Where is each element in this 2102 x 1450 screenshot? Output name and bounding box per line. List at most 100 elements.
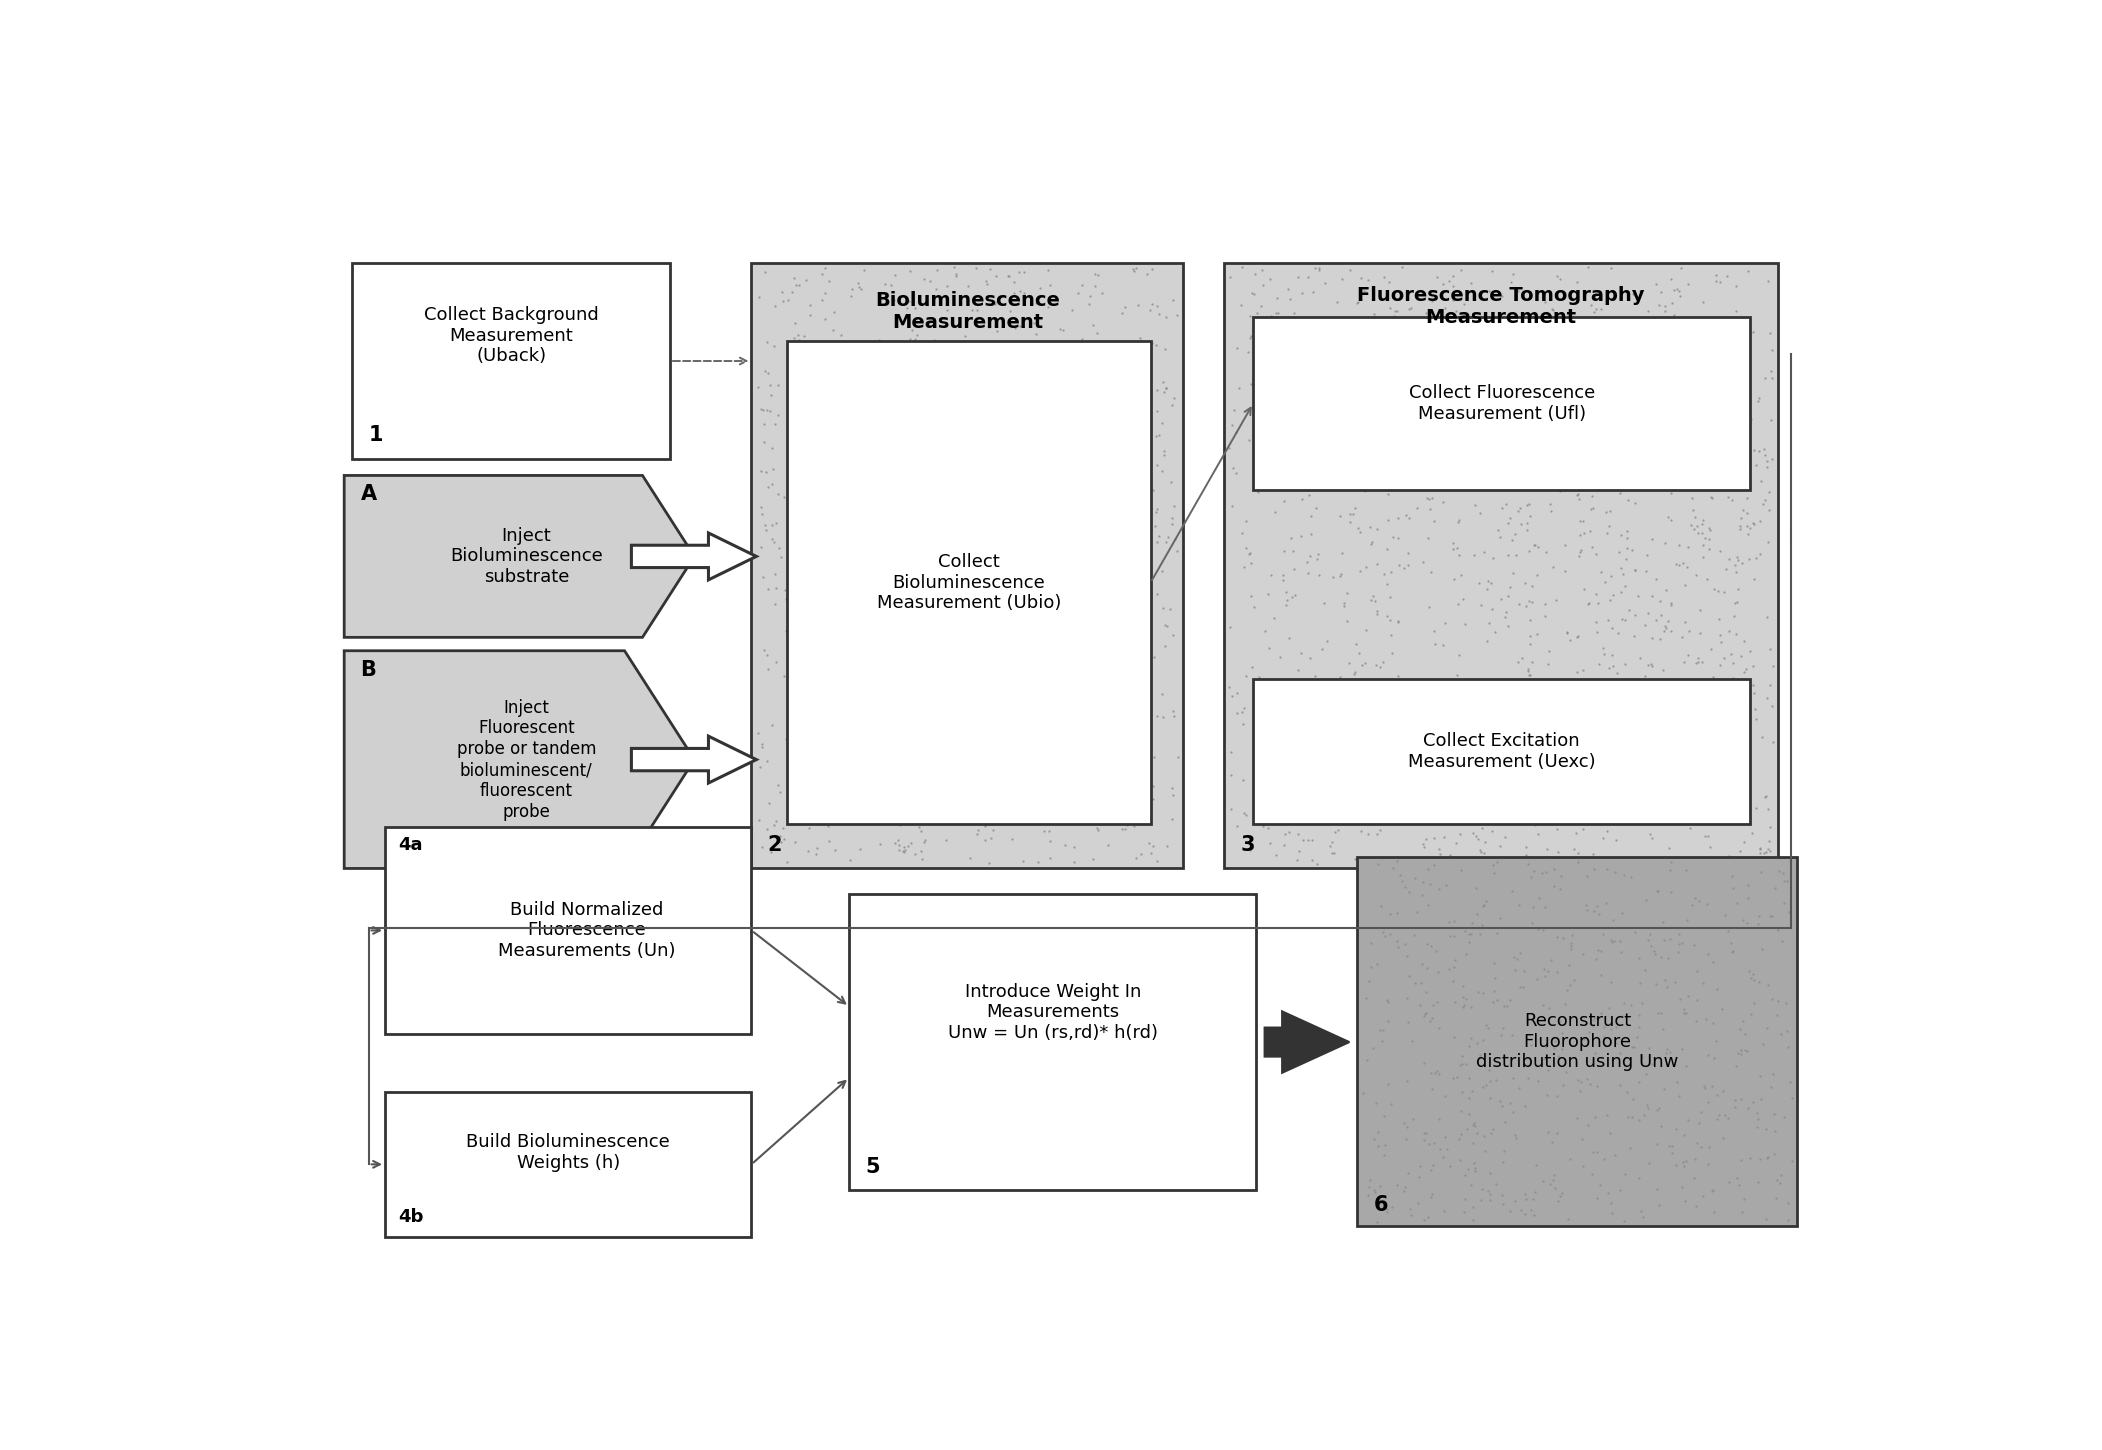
Point xyxy=(816,412,849,435)
Point xyxy=(1495,1024,1528,1047)
Point xyxy=(948,325,982,348)
Point xyxy=(988,697,1022,721)
Point xyxy=(1610,519,1644,542)
Point xyxy=(1476,260,1509,283)
Point xyxy=(1579,542,1612,566)
Text: Collect Fluorescence
Measurement (Ufl): Collect Fluorescence Measurement (Ufl) xyxy=(1408,384,1595,423)
Point xyxy=(1679,1009,1713,1032)
Point xyxy=(1438,567,1471,590)
Point xyxy=(1419,1061,1452,1085)
Point xyxy=(1219,682,1253,705)
Point xyxy=(809,584,843,608)
Point xyxy=(1291,425,1324,448)
Point xyxy=(1665,1037,1698,1060)
Point xyxy=(1122,719,1156,742)
Point xyxy=(1074,795,1108,818)
Point xyxy=(1707,647,1740,670)
Point xyxy=(1591,996,1625,1019)
Point xyxy=(1455,995,1488,1018)
Point xyxy=(973,657,1007,680)
Point xyxy=(883,664,916,687)
Point xyxy=(1066,592,1099,615)
Point xyxy=(1614,866,1648,889)
Point xyxy=(1635,722,1669,745)
Point xyxy=(948,489,982,512)
Point xyxy=(1604,555,1637,579)
Point xyxy=(1135,787,1169,811)
Point xyxy=(1709,458,1743,481)
Point xyxy=(1730,334,1764,357)
Point xyxy=(1663,932,1696,956)
Point xyxy=(1141,705,1175,728)
Point xyxy=(1438,473,1471,496)
Point xyxy=(1711,619,1745,642)
Point xyxy=(1099,734,1133,757)
Point xyxy=(923,335,956,358)
Point xyxy=(1019,473,1053,496)
Point xyxy=(1673,447,1707,470)
Point xyxy=(1673,750,1707,773)
Point xyxy=(914,690,948,713)
Point xyxy=(1614,320,1648,344)
Point xyxy=(1553,931,1587,954)
Point xyxy=(1644,603,1677,626)
Point xyxy=(1667,668,1701,692)
Point xyxy=(1452,792,1486,815)
Point xyxy=(1356,755,1389,779)
Point xyxy=(746,399,780,422)
Point xyxy=(1595,583,1629,606)
Point xyxy=(828,436,862,460)
Point xyxy=(1116,483,1150,506)
Point xyxy=(1429,351,1463,374)
Point xyxy=(1749,1118,1782,1141)
FancyBboxPatch shape xyxy=(788,342,1150,824)
Point xyxy=(1589,1034,1623,1057)
Point xyxy=(1633,470,1667,493)
Point xyxy=(929,542,963,566)
Point xyxy=(1307,700,1341,724)
Point xyxy=(1303,257,1337,280)
Point xyxy=(1740,1170,1774,1193)
Point xyxy=(1675,893,1709,916)
Point xyxy=(1738,992,1772,1015)
Point xyxy=(904,309,937,332)
Point xyxy=(1648,476,1682,499)
Point xyxy=(1049,349,1083,373)
Point xyxy=(1600,1015,1633,1038)
Point xyxy=(1135,257,1169,280)
Point xyxy=(1711,548,1745,571)
Point xyxy=(1293,647,1326,670)
Point xyxy=(1640,273,1673,296)
Point xyxy=(1587,1147,1621,1170)
Point xyxy=(881,557,914,580)
Point xyxy=(755,513,788,536)
Point xyxy=(1131,776,1165,799)
Point xyxy=(1677,505,1711,528)
Point xyxy=(1518,1204,1551,1227)
Point xyxy=(1381,406,1415,429)
Point xyxy=(1719,300,1753,323)
Point xyxy=(1751,270,1785,293)
Point xyxy=(1623,278,1656,302)
Point xyxy=(1375,641,1408,664)
Point xyxy=(1751,838,1785,861)
Point xyxy=(1619,558,1652,581)
Point xyxy=(950,594,984,618)
Point xyxy=(916,708,950,731)
Point xyxy=(1509,1095,1543,1118)
Point xyxy=(1358,1128,1392,1151)
Point xyxy=(1343,560,1377,583)
Point xyxy=(1684,750,1717,773)
Point xyxy=(1024,284,1057,307)
Point xyxy=(1118,660,1152,683)
Point xyxy=(1375,1092,1408,1115)
Point xyxy=(1017,312,1051,335)
Point xyxy=(1364,655,1398,679)
Point xyxy=(1467,312,1501,335)
Point xyxy=(1392,1011,1425,1034)
Point xyxy=(1694,519,1728,542)
Point xyxy=(998,316,1032,339)
Point xyxy=(864,560,898,583)
Point xyxy=(1030,258,1064,281)
Point xyxy=(1640,879,1673,902)
